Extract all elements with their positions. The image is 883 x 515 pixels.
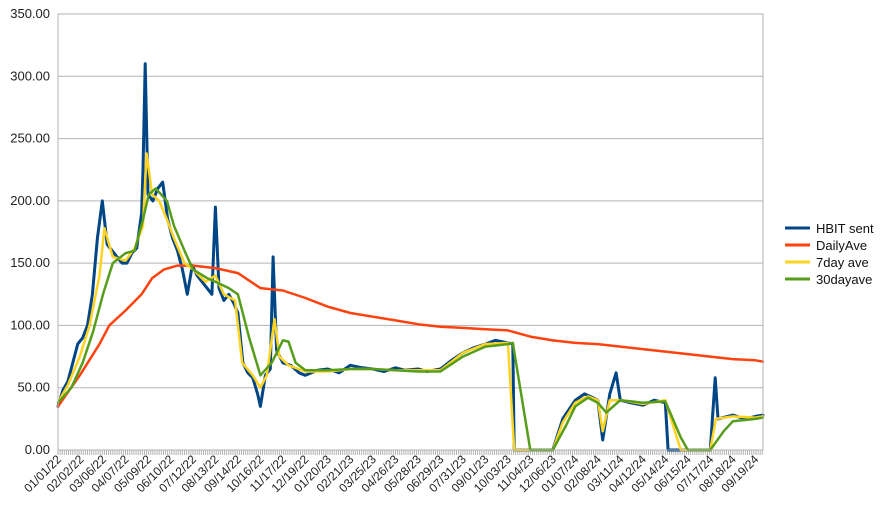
y-tick-label: 0.00 bbox=[25, 442, 50, 457]
legend-label: 30dayave bbox=[816, 272, 872, 287]
legend-label: DailyAve bbox=[816, 238, 867, 253]
y-tick-label: 350.00 bbox=[10, 6, 50, 21]
y-tick-label: 50.00 bbox=[17, 380, 50, 395]
series-line-0 bbox=[56, 62, 765, 452]
x-axis-ticks: 01/01/2202/02/2203/06/2204/07/2205/09/22… bbox=[21, 450, 763, 495]
y-tick-label: 200.00 bbox=[10, 193, 50, 208]
y-axis-ticks: 0.00 50.00 100.00 150.00 200.00 250.00 300.00 3… bbox=[10, 6, 50, 457]
series-line-3 bbox=[56, 187, 765, 452]
plot-frame bbox=[57, 13, 764, 451]
y-tick-label: 250.00 bbox=[10, 131, 50, 146]
legend-label: HBIT sent bbox=[816, 221, 874, 236]
series-line-1 bbox=[56, 264, 765, 408]
series-lines bbox=[56, 62, 765, 452]
y-tick-label: 300.00 bbox=[10, 68, 50, 83]
grid-lines bbox=[58, 13, 763, 451]
legend: HBIT sent DailyAve 7day ave 30dayave bbox=[785, 221, 874, 287]
y-tick-label: 150.00 bbox=[10, 255, 50, 270]
legend-label: 7day ave bbox=[816, 255, 869, 270]
x-minor-ticks bbox=[57, 450, 763, 455]
y-tick-label: 100.00 bbox=[10, 317, 50, 332]
